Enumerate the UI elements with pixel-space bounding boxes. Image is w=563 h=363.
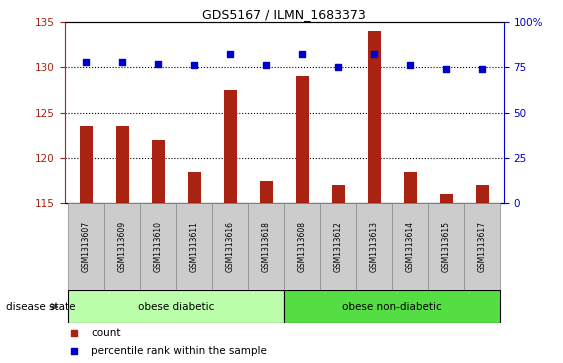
Bar xyxy=(284,290,501,323)
Bar xyxy=(224,90,236,203)
Text: GSM1313608: GSM1313608 xyxy=(298,221,307,272)
Bar xyxy=(392,203,428,290)
Bar xyxy=(140,203,176,290)
Bar xyxy=(260,180,272,203)
Bar xyxy=(68,290,284,323)
Title: GDS5167 / ILMN_1683373: GDS5167 / ILMN_1683373 xyxy=(203,8,366,21)
Bar xyxy=(80,126,93,203)
Text: obese diabetic: obese diabetic xyxy=(138,302,215,312)
Text: GSM1313617: GSM1313617 xyxy=(478,221,487,272)
Bar xyxy=(320,203,356,290)
Text: GSM1313612: GSM1313612 xyxy=(334,221,343,272)
Point xyxy=(334,64,343,70)
Point xyxy=(69,330,78,336)
Bar xyxy=(332,185,345,203)
Bar xyxy=(116,126,128,203)
Point xyxy=(154,61,163,66)
Text: GSM1313610: GSM1313610 xyxy=(154,221,163,272)
Bar xyxy=(104,203,140,290)
Point xyxy=(226,52,235,57)
Text: GSM1313609: GSM1313609 xyxy=(118,221,127,272)
Point xyxy=(262,62,271,68)
Bar xyxy=(248,203,284,290)
Text: GSM1313616: GSM1313616 xyxy=(226,221,235,272)
Text: GSM1313618: GSM1313618 xyxy=(262,221,271,272)
Bar xyxy=(296,76,309,203)
Text: GSM1313615: GSM1313615 xyxy=(442,221,451,272)
Bar xyxy=(368,31,381,203)
Text: GSM1313611: GSM1313611 xyxy=(190,221,199,272)
Point xyxy=(118,59,127,65)
Text: percentile rank within the sample: percentile rank within the sample xyxy=(91,346,267,356)
Text: count: count xyxy=(91,328,120,338)
Bar xyxy=(404,171,417,203)
Bar xyxy=(464,203,501,290)
Point xyxy=(478,66,487,72)
Point xyxy=(442,66,451,72)
Bar xyxy=(176,203,212,290)
Bar xyxy=(440,194,453,203)
Text: GSM1313614: GSM1313614 xyxy=(406,221,415,272)
Text: obese non-diabetic: obese non-diabetic xyxy=(342,302,442,312)
Bar xyxy=(476,185,489,203)
Bar xyxy=(188,171,200,203)
Point xyxy=(82,59,91,65)
Bar xyxy=(356,203,392,290)
Point xyxy=(69,348,78,354)
Text: GSM1313607: GSM1313607 xyxy=(82,221,91,272)
Text: GSM1313613: GSM1313613 xyxy=(370,221,379,272)
Bar xyxy=(212,203,248,290)
Bar xyxy=(152,140,164,203)
Bar xyxy=(428,203,464,290)
Point xyxy=(298,52,307,57)
Point xyxy=(190,62,199,68)
Point xyxy=(370,52,379,57)
Bar xyxy=(284,203,320,290)
Point xyxy=(406,62,415,68)
Text: disease state: disease state xyxy=(6,302,75,312)
Bar xyxy=(68,203,104,290)
